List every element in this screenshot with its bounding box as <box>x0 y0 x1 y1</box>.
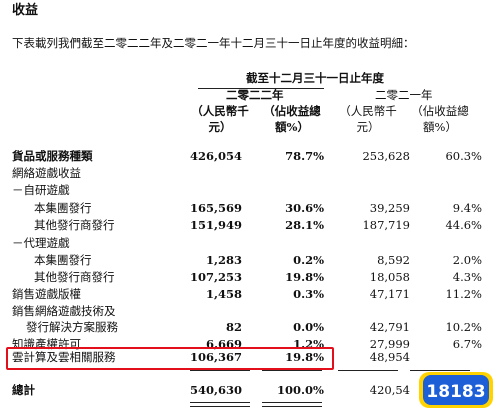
row-cell-v3: 8,592 <box>377 253 410 267</box>
col-header-2022-rmb: （人民幣千元） <box>191 104 249 134</box>
row-label: 雲計算及雲相關服務 <box>12 350 116 364</box>
row-cell-v2: 78.7% <box>285 149 324 163</box>
year-2022-header: 二零二二年 <box>226 88 284 102</box>
row-cell-v2: 0.0% <box>293 320 324 334</box>
intro-text: 下表載列我們截至二零二二年及二零二一年十二月三十一日止年度的收益明細： <box>12 36 415 50</box>
row-cell-v3: 42,791 <box>369 320 410 334</box>
row-cell-v2: 28.1% <box>285 218 324 232</box>
watermark-logo: 18183 <box>419 372 493 408</box>
total-double-rule-c1 <box>190 402 250 407</box>
row-cell-v1: 106,367 <box>189 350 242 364</box>
row-cell-v3: 27,999 <box>369 337 410 351</box>
row-label: 銷售網絡遊戲技術及 <box>12 304 116 318</box>
row-cell-v2: 0.3% <box>293 287 324 301</box>
subtotal-rule-c4 <box>410 370 470 371</box>
row-label: －自研遊戲 <box>12 183 70 197</box>
row-label: 其他發行商發行 <box>34 270 115 284</box>
row-cell-v1: 107,253 <box>189 270 242 284</box>
row-cell-v1: 426,054 <box>189 149 242 163</box>
row-label: 銷售遊戲版權 <box>12 287 81 301</box>
row-cell-v1: 151,949 <box>189 218 242 232</box>
row-cell-v4: 9.4% <box>452 201 482 215</box>
total-2021-rmb: 420,54 <box>369 383 410 397</box>
row-cell-v4: 11.2% <box>445 287 482 301</box>
row-label: 貨品或服務種類 <box>12 149 93 163</box>
row-cell-v2: 19.8% <box>285 270 324 284</box>
total-label: 總計 <box>12 383 35 397</box>
row-cell-v4: 60.3% <box>445 149 482 163</box>
row-cell-v3: 47,171 <box>369 287 410 301</box>
row-cell-v1: 6,669 <box>205 337 242 351</box>
row-cell-v4: 2.0% <box>452 253 482 267</box>
row-cell-v3: 253,628 <box>362 149 410 163</box>
year-2021-header: 二零二一年 <box>375 88 433 102</box>
subtotal-rule-c2 <box>262 370 322 371</box>
highlight-box <box>6 347 334 370</box>
total-2022-rmb: 540,630 <box>189 383 242 397</box>
row-cell-v4: 44.6% <box>445 218 482 232</box>
row-cell-v1: 1,283 <box>205 253 242 267</box>
row-label: 其他發行商發行 <box>34 218 115 232</box>
row-cell-v4: 6.7% <box>452 337 482 351</box>
period-header: 截至十二月三十一日止年度 <box>246 71 384 85</box>
row-cell-v2: 30.6% <box>285 201 324 215</box>
total-double-rule-c2 <box>262 402 322 407</box>
row-label: －代理遊戲 <box>12 236 70 250</box>
row-cell-v4: 10.2% <box>445 320 482 334</box>
section-title: 收益 <box>12 3 39 18</box>
row-label: 網絡遊戲收益 <box>12 166 81 180</box>
col-header-2022-pct: （佔收益總額%） <box>263 104 321 134</box>
row-cell-v3: 18,058 <box>369 270 410 284</box>
row-cell-v2: 1.2% <box>293 337 324 351</box>
row-cell-v1: 82 <box>225 320 242 334</box>
row-cell-v1: 1,458 <box>205 287 242 301</box>
row-cell-v3: 187,719 <box>362 218 410 232</box>
subtotal-rule-c3 <box>338 370 398 371</box>
row-label: 知識產權許可 <box>12 337 81 351</box>
row-label: 本集團發行 <box>34 201 92 215</box>
row-cell-v3: 39,259 <box>369 201 410 215</box>
row-label: 發行解決方案服務 <box>26 320 118 334</box>
logo-text: 18183 <box>426 382 485 402</box>
row-cell-v2: 0.2% <box>293 253 324 267</box>
row-cell-v2: 19.8% <box>285 350 324 364</box>
row-cell-v1: 165,569 <box>189 201 242 215</box>
year-2022-underline <box>198 88 324 89</box>
col-header-2021-pct: （佔收益總額%） <box>411 104 469 134</box>
total-2022-pct: 100.0% <box>277 383 324 397</box>
col-header-2021-rmb: （人民幣千元） <box>339 104 397 134</box>
row-label: 本集團發行 <box>34 253 92 267</box>
row-cell-v3: 48,954 <box>369 350 410 364</box>
row-cell-v4: 4.3% <box>452 270 482 284</box>
subtotal-rule-c1 <box>190 370 250 371</box>
